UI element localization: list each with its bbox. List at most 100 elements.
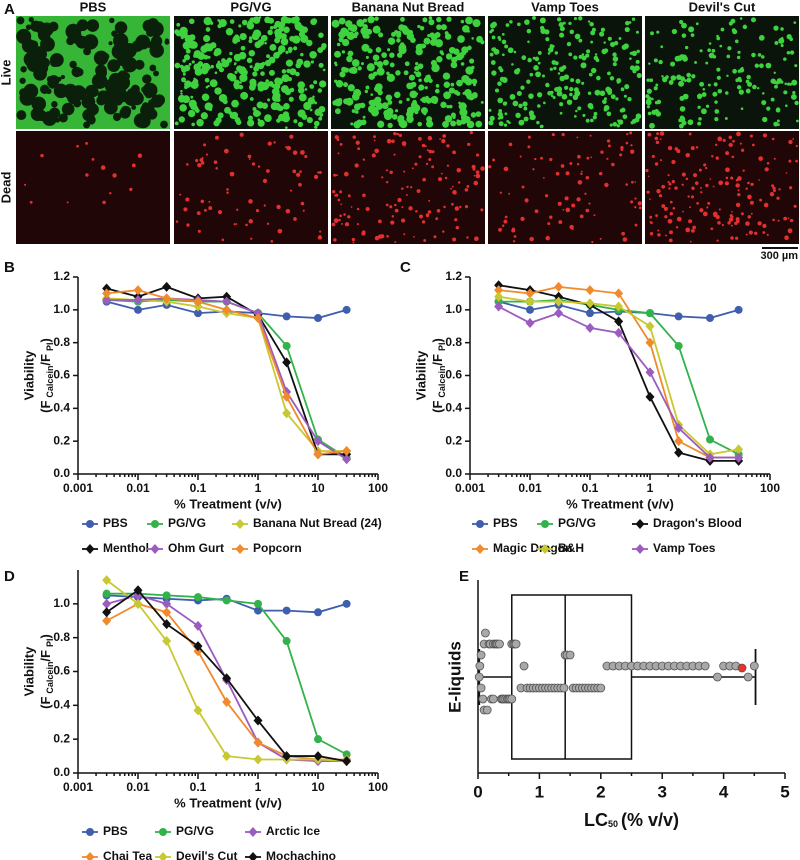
dead-cell bbox=[186, 223, 190, 227]
live-cell bbox=[247, 115, 254, 121]
dark-patch bbox=[46, 88, 52, 95]
dead-cell bbox=[208, 206, 213, 211]
dead-cell bbox=[341, 223, 343, 225]
live-cell bbox=[656, 30, 660, 34]
legend-marker bbox=[540, 544, 550, 554]
dead-cell bbox=[428, 157, 432, 161]
scale-bar-label: 300 µm bbox=[760, 250, 798, 262]
live-cell bbox=[498, 121, 504, 127]
y-tick-label: 0.8 bbox=[445, 335, 462, 349]
live-cell bbox=[336, 42, 341, 47]
live-cell bbox=[248, 49, 256, 57]
dead-cell bbox=[442, 134, 447, 138]
y-tick-label: 0.4 bbox=[53, 698, 70, 712]
dead-cell bbox=[466, 184, 470, 188]
live-cell bbox=[217, 23, 222, 29]
live-cell bbox=[569, 87, 574, 92]
dead-cell bbox=[347, 194, 351, 198]
live-cell bbox=[609, 76, 615, 81]
dead-cell bbox=[690, 146, 695, 151]
live-cell bbox=[523, 106, 528, 111]
dead-cell bbox=[700, 191, 703, 194]
live-cell bbox=[218, 67, 225, 73]
live-cell bbox=[374, 96, 382, 104]
live-cell bbox=[458, 102, 467, 111]
live-cell bbox=[536, 92, 543, 98]
live-cell bbox=[521, 55, 527, 61]
dead-cell bbox=[564, 196, 569, 201]
live-cell bbox=[361, 43, 370, 52]
legend-label: PBS bbox=[103, 516, 128, 530]
point bbox=[554, 281, 564, 292]
live-cell bbox=[582, 113, 586, 117]
live-cell bbox=[678, 80, 685, 87]
live-cell bbox=[616, 78, 622, 84]
dead-cell bbox=[638, 206, 642, 210]
dead-cell bbox=[197, 229, 201, 233]
point bbox=[254, 606, 262, 615]
live-cell bbox=[246, 21, 255, 30]
dead-cell bbox=[625, 183, 629, 186]
live-cell bbox=[758, 35, 765, 41]
live-cell bbox=[306, 117, 313, 124]
legend-label: Banana Nut Bread (24) bbox=[253, 516, 382, 530]
dead-cell bbox=[722, 138, 726, 142]
live-cell bbox=[471, 37, 474, 40]
point bbox=[525, 296, 535, 307]
dead-cell bbox=[439, 138, 441, 140]
live-cell bbox=[281, 69, 287, 74]
live-cell bbox=[343, 82, 349, 88]
dead-cell bbox=[571, 228, 574, 231]
live-cell bbox=[183, 54, 191, 61]
live-cell bbox=[264, 114, 272, 122]
dead-image bbox=[488, 131, 642, 244]
point bbox=[478, 694, 488, 704]
live-cell bbox=[651, 109, 657, 115]
live-cell bbox=[260, 81, 270, 91]
dead-cell bbox=[725, 151, 730, 156]
live-cell bbox=[491, 21, 497, 28]
live-cell bbox=[177, 94, 186, 103]
panel-letter: B bbox=[4, 259, 15, 276]
point bbox=[194, 593, 202, 602]
live-cell bbox=[569, 92, 573, 97]
dead-cell bbox=[540, 156, 543, 160]
live-cell bbox=[221, 19, 226, 24]
live-cell bbox=[248, 36, 253, 40]
live-cell bbox=[460, 114, 468, 121]
y-axis-title: E-liquids bbox=[445, 641, 464, 713]
column-label: Vamp Toes bbox=[531, 0, 599, 14]
dead-cell bbox=[270, 240, 274, 243]
dead-cell bbox=[762, 223, 767, 229]
live-cell bbox=[569, 29, 575, 35]
dead-cell bbox=[789, 218, 794, 223]
live-cell bbox=[350, 122, 354, 126]
live-cell bbox=[187, 109, 196, 118]
dead-cell bbox=[558, 220, 563, 225]
live-cell bbox=[189, 19, 192, 23]
live-cell bbox=[347, 50, 354, 57]
dead-cell bbox=[248, 219, 253, 224]
y-axis-title-part: (F bbox=[430, 401, 445, 413]
live-cell bbox=[773, 121, 779, 127]
dark-patch bbox=[51, 101, 58, 108]
live-cell bbox=[716, 67, 721, 72]
live-cell bbox=[649, 122, 655, 129]
live-cell bbox=[489, 52, 494, 57]
live-cell bbox=[599, 31, 605, 37]
live-cell bbox=[287, 46, 293, 52]
live-cell bbox=[504, 44, 509, 49]
dead-cell bbox=[508, 192, 511, 195]
point bbox=[596, 683, 606, 693]
dead-cell bbox=[655, 140, 660, 145]
live-cell bbox=[765, 62, 772, 69]
dead-cell bbox=[759, 198, 763, 202]
live-cell bbox=[686, 72, 691, 78]
dead-cell bbox=[599, 237, 602, 240]
dead-cell bbox=[91, 157, 95, 161]
point bbox=[102, 294, 112, 305]
live-cell bbox=[629, 57, 632, 60]
live-cell bbox=[436, 16, 442, 23]
live-cell bbox=[581, 81, 585, 85]
live-cell bbox=[557, 72, 561, 75]
